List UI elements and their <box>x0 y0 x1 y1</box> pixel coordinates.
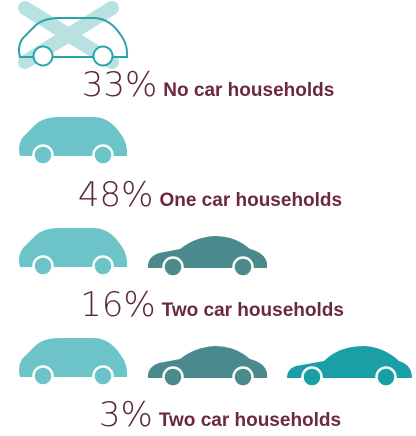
row-text: 33% No car households <box>82 65 335 105</box>
hatchback-icon <box>17 115 129 165</box>
share: 48% <box>78 175 154 215</box>
label: No car households <box>163 80 334 101</box>
sedan-icon <box>146 234 269 276</box>
row-text: 48% One car households <box>78 175 342 215</box>
no-car-icon <box>18 1 129 69</box>
row-text: 3% Two car households <box>99 395 341 435</box>
row-text: 16% Two car households <box>80 285 344 325</box>
hatchback-icon <box>17 226 129 276</box>
label: Two car households <box>162 300 344 321</box>
label: Two car households <box>159 410 341 431</box>
label: One car households <box>159 190 342 211</box>
sedan-icon <box>146 344 269 386</box>
share: 33% <box>82 65 158 105</box>
share: 16% <box>80 285 156 325</box>
coupe-icon <box>285 344 414 386</box>
hatchback-icon <box>17 336 129 386</box>
share: 3% <box>99 395 153 435</box>
